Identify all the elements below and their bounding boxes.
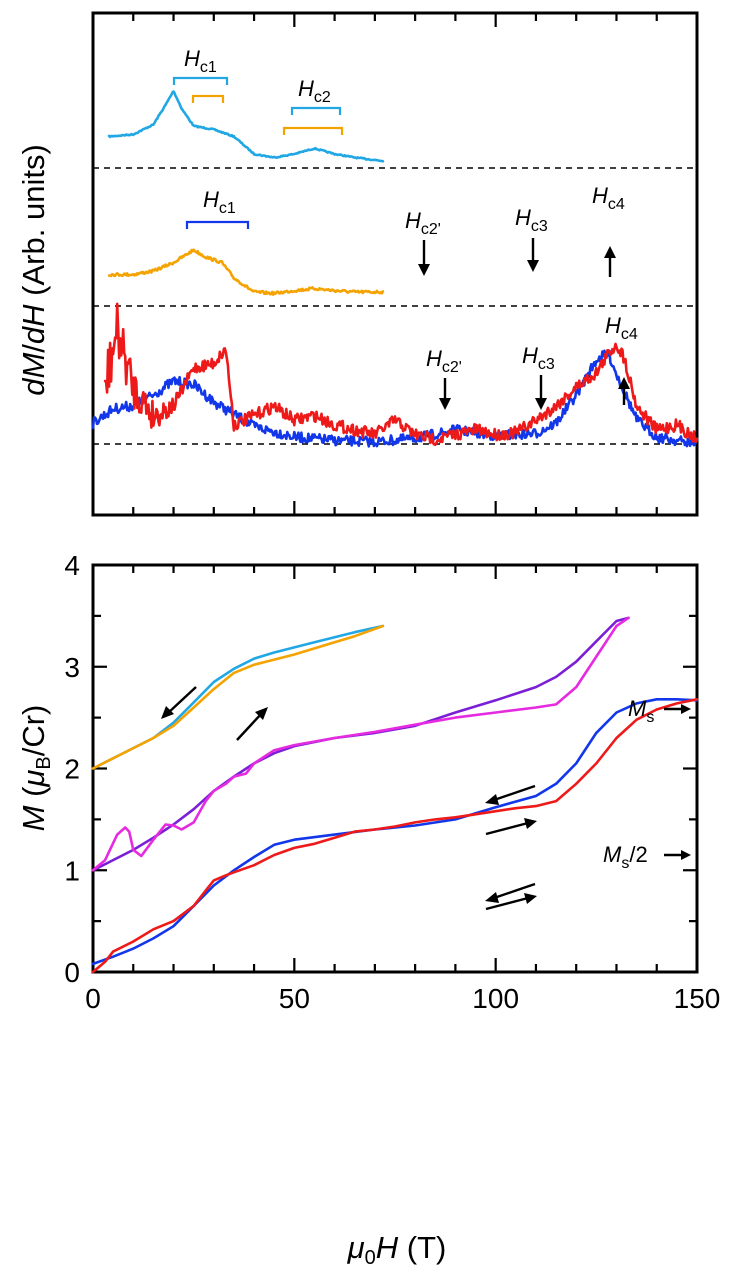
m-curve-red (91, 698, 699, 974)
y-tick-label: 3 (64, 652, 80, 683)
label-hc2p-blue: Hc2' (405, 208, 441, 238)
label-hc3-blue: Hc3 (515, 205, 548, 235)
bottom-plot-frame (91, 563, 699, 974)
x-tick-label: 150 (674, 983, 721, 1014)
bottom-axis-ticks (93, 565, 697, 972)
y-tick-label: 4 (64, 550, 80, 581)
arrow-down-sweep-upper (161, 686, 197, 719)
arrow-up-sweep-upper (236, 707, 268, 741)
x-tick-label: 0 (85, 983, 101, 1014)
label-hc1-blue: Hc1 (203, 187, 236, 217)
x-tick-label: 100 (472, 983, 519, 1014)
arrow-hc4-blue (604, 246, 616, 277)
arrow-down-sweep-middle (485, 784, 536, 805)
arrow-ms-half (664, 850, 691, 860)
top-curve-blue (91, 349, 699, 448)
top-plot-frame (91, 11, 699, 517)
arrow-hc3-red (535, 375, 547, 410)
label-hc1-cyan: Hc1 (184, 46, 217, 76)
arrow-hc3-blue (527, 238, 539, 272)
bracket-hc1-cyan (172, 76, 229, 85)
arrow-hc4-red (618, 377, 630, 405)
top-y-axis-label: dM/dH (Arb. units) (16, 144, 51, 396)
label-hc4-blue: Hc4 (592, 183, 625, 213)
label-ms: Ms (628, 696, 654, 726)
top-curve-red (103, 302, 699, 447)
m-curve-blue (91, 698, 699, 966)
y-tick-label: 0 (64, 957, 80, 988)
arrow-hc2p-blue (418, 240, 430, 276)
label-hc4-red: Hc4 (605, 313, 638, 343)
bracket-hc2-orange (282, 126, 344, 135)
bracket-hc2-cyan (290, 106, 342, 115)
bracket-hc1-orange (191, 94, 225, 103)
y-tick-label: 1 (64, 855, 80, 886)
label-hc2p-red: Hc2' (426, 346, 462, 376)
label-hc2-cyan: Hc2 (298, 76, 331, 106)
top-curve-orange (107, 248, 385, 296)
bracket-hc1-blue (185, 220, 250, 229)
top-axis-ticks (132, 13, 658, 515)
label-ms-half: Ms/2 (603, 842, 648, 872)
bottom-x-axis-label: μ0H (T) (347, 1230, 447, 1269)
arrow-hc2p-red (439, 378, 451, 410)
m-curve-orange (91, 624, 385, 770)
arrow-down-sweep-lower (485, 882, 536, 903)
arrow-ms (664, 704, 691, 714)
top-curve-cyan (107, 90, 385, 163)
arrow-up-sweep-middle (485, 818, 537, 836)
top-panel-dmdh: Hc1 Hc2 Hc1 Hc2' Hc3 Hc4 Hc2' Hc3 Hc4 dM… (16, 11, 699, 517)
arrow-up-sweep-lower (485, 893, 537, 911)
m-curve-magenta (91, 616, 630, 872)
y-tick-label: 2 (64, 754, 80, 785)
bottom-y-axis-label: M (μB/Cr) (16, 705, 55, 832)
bottom-curves (91, 616, 699, 974)
label-hc3-red: Hc3 (522, 343, 555, 373)
x-tick-label: 50 (279, 983, 310, 1014)
bottom-tick-labels: 0 50 100 150 0 1 2 3 4 (64, 550, 720, 1014)
top-curves (91, 90, 699, 448)
